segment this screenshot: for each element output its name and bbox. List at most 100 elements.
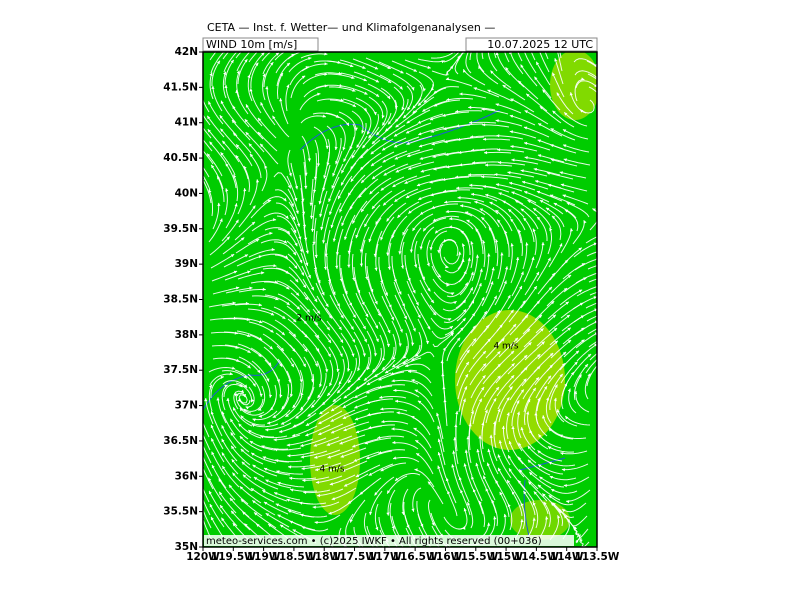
streamline <box>573 526 589 539</box>
streamline <box>468 121 497 124</box>
streamline <box>508 300 526 323</box>
arrow-head <box>485 163 489 167</box>
arrow-head <box>363 78 367 82</box>
arrow-head <box>233 174 237 178</box>
streamline <box>265 479 292 489</box>
arrow-head <box>455 411 459 415</box>
streamline <box>353 266 361 294</box>
arrow-head <box>258 117 262 122</box>
streamline <box>584 373 591 400</box>
arrow-head <box>502 200 506 204</box>
arrow-head <box>532 502 536 506</box>
streamline <box>302 148 307 176</box>
arrow-head <box>286 443 290 447</box>
arrow-head <box>369 190 373 195</box>
streamline <box>554 397 565 423</box>
streamline <box>573 308 597 323</box>
streamline <box>342 98 368 112</box>
streamline <box>259 143 279 165</box>
streamline <box>550 339 572 359</box>
arrow-head <box>268 362 272 366</box>
arrow-head <box>343 428 347 432</box>
footer-box <box>204 535 574 546</box>
arrow-head <box>482 123 486 127</box>
arrow-head <box>496 134 500 138</box>
arrow-head <box>431 142 435 146</box>
arrow-head <box>564 112 568 116</box>
arrow-head <box>219 491 223 496</box>
arrow-head <box>478 500 482 505</box>
streamline <box>464 211 487 229</box>
arrow-head <box>466 349 470 354</box>
arrow-head <box>558 508 562 513</box>
streamline <box>235 317 263 324</box>
arrow-head <box>289 476 293 480</box>
streamline <box>494 173 522 179</box>
streamline <box>392 268 402 295</box>
arrow-head <box>539 106 544 110</box>
arrow-head <box>485 193 489 197</box>
streamline <box>546 172 574 180</box>
arrow-head <box>532 517 536 521</box>
streamline <box>379 74 403 90</box>
streamline <box>524 110 549 125</box>
arrow-head <box>252 205 256 209</box>
arrow-head <box>331 408 335 412</box>
arrow-head <box>339 84 343 88</box>
arrow-head <box>524 190 528 195</box>
streamline <box>346 369 366 391</box>
streamline <box>262 333 285 352</box>
streamline <box>353 331 366 357</box>
streamline <box>481 108 509 115</box>
streamline <box>224 344 251 354</box>
arrow-head <box>332 398 337 402</box>
arrow-head <box>519 285 522 290</box>
streamline <box>274 319 297 338</box>
arrow-head <box>375 325 378 329</box>
streamline <box>473 87 500 98</box>
arrow-head <box>402 231 406 236</box>
streamline <box>545 207 565 228</box>
streamline <box>575 80 597 89</box>
streamline <box>431 265 450 286</box>
arrow-head <box>461 52 465 54</box>
streamline <box>510 328 531 349</box>
arrow-head <box>314 455 318 459</box>
streamline <box>290 227 303 253</box>
streamline <box>497 323 517 345</box>
lat-label: 39N <box>175 258 198 270</box>
arrow-head <box>207 115 211 120</box>
streamline <box>433 291 457 304</box>
streamline <box>445 211 473 217</box>
streamline <box>203 179 212 204</box>
streamline <box>403 306 416 332</box>
arrow-head <box>460 230 464 234</box>
streamline <box>222 237 245 255</box>
streamline <box>287 318 308 339</box>
arrow-head <box>374 353 378 357</box>
arrow-head <box>327 455 331 459</box>
arrow-head <box>407 154 411 158</box>
arrow-head <box>458 476 462 481</box>
arrow-head <box>367 131 370 135</box>
streamline <box>331 487 357 500</box>
arrow-head <box>194 129 198 133</box>
streamline <box>498 337 519 358</box>
arrow-head <box>581 77 585 81</box>
arrow-head <box>275 52 279 56</box>
streamline <box>292 412 317 428</box>
streamline <box>251 423 279 428</box>
streamline <box>314 72 342 76</box>
arrow-head <box>306 309 310 313</box>
streamline <box>341 280 353 307</box>
streamline <box>517 479 535 503</box>
streamline <box>366 70 392 84</box>
arrow-head <box>220 375 224 379</box>
streamline <box>430 190 458 197</box>
arrow-head <box>395 477 399 481</box>
streamline <box>386 202 407 222</box>
streamline <box>392 442 419 450</box>
streamline <box>211 270 238 282</box>
streamline <box>354 386 380 399</box>
arrow-head <box>359 491 364 495</box>
